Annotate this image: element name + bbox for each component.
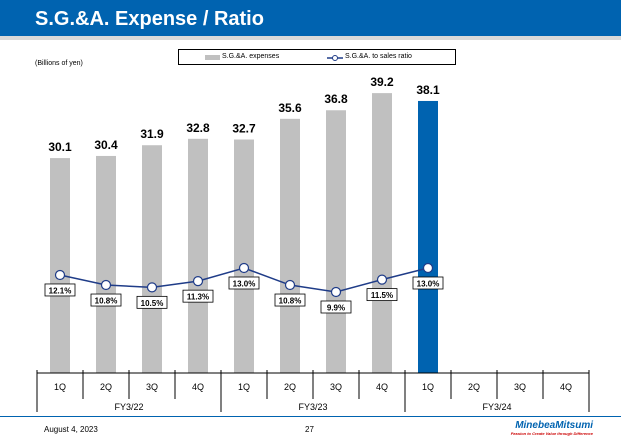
group-label: FY3/24 xyxy=(482,402,511,412)
ratio-point xyxy=(284,279,296,291)
bar xyxy=(50,158,70,373)
bar xyxy=(326,110,346,374)
bar-value-label: 30.4 xyxy=(94,138,118,152)
group-label: FY3/23 xyxy=(298,402,327,412)
company-logo: MinebeaMitsumi Passion to Create Value th… xyxy=(511,420,593,436)
category-label: 3Q xyxy=(514,382,526,392)
ratio-label-box xyxy=(412,276,444,290)
logo-tagline: Passion to Create Value through Differen… xyxy=(510,431,593,436)
page-number: 27 xyxy=(305,425,314,434)
category-label: 4Q xyxy=(560,382,572,392)
legend-line-label: S.G.&A. to sales ratio xyxy=(345,53,412,60)
category-label: 3Q xyxy=(330,382,342,392)
ratio-label-box xyxy=(90,293,122,307)
ratio-value-label: 13.0% xyxy=(417,280,440,289)
ratio-point xyxy=(100,279,112,291)
legend-bar-label: S.G.&A. expenses xyxy=(222,53,280,60)
ratio-label-box xyxy=(44,283,76,297)
ratio-point xyxy=(376,274,388,285)
bar-value-label: 32.7 xyxy=(232,122,256,136)
logo-text: MinebeaMitsumi xyxy=(515,420,593,431)
category-label: 2Q xyxy=(468,382,480,392)
category-label: 1Q xyxy=(238,382,250,392)
bar-value-label: 30.1 xyxy=(48,140,72,154)
ratio-point xyxy=(330,286,342,298)
bar xyxy=(96,155,116,373)
bar-value-label: 36.8 xyxy=(324,92,348,106)
header-divider xyxy=(0,36,621,40)
bar xyxy=(418,100,438,373)
ratio-value-label: 10.5% xyxy=(141,299,164,308)
bar-value-label: 35.6 xyxy=(278,101,302,115)
category-label: 2Q xyxy=(100,382,112,392)
legend: S.G.&A. expenses S.G.&A. to sales ratio xyxy=(178,49,456,65)
bar-value-label: 32.8 xyxy=(186,121,210,135)
ratio-value-label: 12.1% xyxy=(49,286,72,295)
bar xyxy=(280,118,300,373)
ratio-point xyxy=(238,262,250,274)
category-label: 1Q xyxy=(422,382,434,392)
ratio-label-box xyxy=(320,300,352,314)
bar-value-label: 38.1 xyxy=(416,83,440,97)
ratio-value-label: 11.3% xyxy=(187,293,209,302)
ratio-point xyxy=(146,282,158,293)
chart: 30.1 30.4 31.9 32.8 32.7 35.6 36.8 39.2 38.1 12.1… xyxy=(36,75,590,412)
ratio-label-box xyxy=(182,289,214,303)
legend-bar-swatch xyxy=(205,55,220,60)
unit-label: (Billions of yen) xyxy=(35,60,83,67)
ratio-point xyxy=(54,269,66,281)
category-label: 1Q xyxy=(54,382,66,392)
category-label: 3Q xyxy=(146,382,158,392)
ratio-value-label: 10.8% xyxy=(279,297,302,306)
ratio-label-box xyxy=(274,293,306,307)
footer-divider xyxy=(0,416,621,417)
bar-value-label: 39.2 xyxy=(370,75,394,89)
ratio-point xyxy=(422,262,434,274)
category-label: 4Q xyxy=(376,382,388,392)
header-bar xyxy=(0,0,621,36)
ratio-value-label: 13.0% xyxy=(233,280,256,289)
ratio-label-box xyxy=(228,276,260,290)
category-label: 2Q xyxy=(284,382,296,392)
bar xyxy=(234,139,254,373)
page-title: S.G.&A. Expense / Ratio xyxy=(35,8,264,30)
bar xyxy=(142,145,162,373)
ratio-value-label: 9.9% xyxy=(327,303,345,312)
ratio-label-box xyxy=(366,288,398,302)
ratio-point xyxy=(192,276,204,287)
ratio-value-label: 11.5% xyxy=(371,291,393,300)
group-label: FY3/22 xyxy=(114,402,143,412)
ratio-value-label: 10.8% xyxy=(95,297,118,306)
bar-value-label: 31.9 xyxy=(140,127,164,141)
ratio-label-box xyxy=(136,295,168,309)
bar xyxy=(188,138,208,373)
bar xyxy=(372,93,392,373)
legend-line-icon xyxy=(327,55,343,61)
category-label: 4Q xyxy=(192,382,204,392)
footer-date: August 4, 2023 xyxy=(44,425,98,434)
